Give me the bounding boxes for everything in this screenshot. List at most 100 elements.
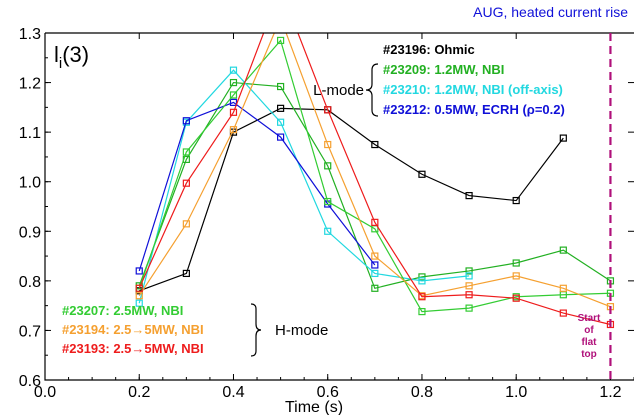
legend-entry-23212: #23212: 0.5MW, ECRH (ρ=0.2): [383, 102, 565, 117]
series-line: [138, 39, 611, 313]
data-point: [324, 227, 332, 235]
series-line: [138, 33, 611, 326]
series-line: [138, 101, 376, 272]
x-tick-label: 0.2: [128, 384, 150, 401]
data-point: [135, 267, 143, 275]
legend-entry-23209: #23209: 1.2MW, NBI: [383, 62, 504, 77]
data-point: [418, 307, 426, 316]
frame-layer: [44, 32, 634, 381]
data-point: [418, 293, 426, 301]
y-tick-label: 0.6: [19, 373, 41, 390]
y-axis-label: li(3): [54, 42, 89, 72]
data-point: [324, 162, 332, 170]
data-point: [371, 261, 379, 269]
h-mode-label: H-mode: [275, 322, 328, 339]
y-axis-label-tail: (3): [62, 42, 89, 67]
y-tick-label: 0.8: [19, 274, 41, 291]
y-tick-label: 1.0: [19, 175, 41, 192]
series-6: [135, 33, 615, 329]
h-mode-legend: #23207: 2.5MW, NBI #23194: 2.5→5MW, NBI …: [62, 303, 328, 357]
data-point: [512, 294, 520, 302]
data-point: [559, 246, 567, 254]
y-axis-label-main: l: [54, 42, 59, 67]
data-point: [512, 259, 520, 267]
series-line: [138, 69, 470, 304]
data-point: [371, 218, 379, 226]
x-tick-label: 1.0: [505, 384, 527, 401]
data-point: [277, 82, 285, 91]
series-2: [135, 66, 473, 307]
x-tick-label: 0.0: [34, 384, 56, 401]
chart-title: AUG, heated current rise: [473, 4, 628, 20]
data-point: [229, 108, 238, 116]
data-point: [229, 66, 238, 74]
data-point: [278, 15, 284, 21]
data-point: [135, 292, 143, 300]
y-tick-label: 0.7: [19, 323, 41, 340]
data-point: [559, 309, 567, 317]
data-point: [465, 304, 473, 312]
y-axis-label-sub: i: [59, 55, 62, 72]
data-point: [182, 179, 190, 187]
legend-entry-23194: #23194: 2.5→5MW, NBI: [62, 322, 204, 337]
legend-entry-23193: #23193: 2.5→5MW, NBI: [62, 341, 204, 356]
data-point: [371, 284, 379, 292]
data-point: [465, 291, 473, 299]
legend-entry-23207: #23207: 2.5MW, NBI: [62, 303, 183, 318]
data-point: [465, 272, 473, 280]
flat-top-annotation: Start of flat top: [578, 313, 601, 360]
data-point: [229, 126, 238, 134]
legend-entry-23196: #23196: Ohmic: [383, 42, 475, 57]
flat-top-line-4: top: [581, 349, 597, 360]
l-mode-brace: [365, 63, 379, 117]
series-layer: [135, 15, 615, 329]
data-point: [182, 220, 190, 228]
data-point: [324, 140, 332, 149]
axes-frame: [44, 32, 634, 381]
data-point: [465, 191, 473, 200]
data-point: [277, 104, 285, 112]
flat-top-line-1: Start: [578, 313, 601, 324]
x-tick-label: 1.2: [599, 384, 621, 401]
data-point: [135, 284, 143, 292]
data-point: [277, 118, 285, 126]
data-point: [512, 272, 520, 280]
h-mode-brace: [250, 303, 262, 357]
data-point: [371, 252, 379, 260]
data-point: [277, 133, 285, 141]
data-point: [324, 106, 332, 114]
series-5: [135, 15, 615, 311]
x-tick-label: 0.6: [317, 384, 339, 401]
data-point: [182, 148, 190, 156]
data-point: [418, 170, 426, 178]
x-tick-label: 0.4: [222, 384, 244, 401]
data-point: [418, 277, 426, 285]
data-point: [182, 117, 190, 125]
x-tick-label: 0.8: [411, 384, 433, 401]
data-point: [135, 299, 143, 307]
data-point: [465, 267, 473, 275]
legend-entry-23210: #23210: 1.2MW, NBI (off-axis): [383, 82, 563, 97]
l-mode-label: L-mode: [313, 82, 364, 99]
data-point: [324, 197, 332, 206]
data-point: [182, 269, 190, 278]
data-point: [229, 78, 238, 87]
x-axis-label: Time (s): [285, 399, 343, 415]
flat-top-line-2: of: [584, 325, 594, 336]
y-tick-label: 0.9: [19, 224, 41, 241]
series-line: [139, 107, 564, 292]
data-point: [559, 134, 567, 142]
tick-layer: 0.6 0.7 0.8 0.9 1.0 1.1 1.2 1.3 0.0 0.2 0.4 0.6 0.8 1…: [19, 26, 634, 401]
flat-top-line-3: flat: [582, 337, 598, 348]
series-0: [135, 104, 567, 295]
data-point: [277, 36, 285, 45]
y-tick-label: 1.1: [19, 125, 41, 142]
data-point: [371, 269, 379, 278]
series-line: [138, 33, 611, 308]
data-point: [371, 140, 379, 149]
data-point: [418, 273, 426, 281]
y-tick-label: 1.3: [19, 26, 41, 43]
y-tick-label: 1.2: [19, 76, 41, 93]
l-mode-legend: #23196: Ohmic #23209: 1.2MW, NBI #23210:…: [313, 42, 565, 117]
